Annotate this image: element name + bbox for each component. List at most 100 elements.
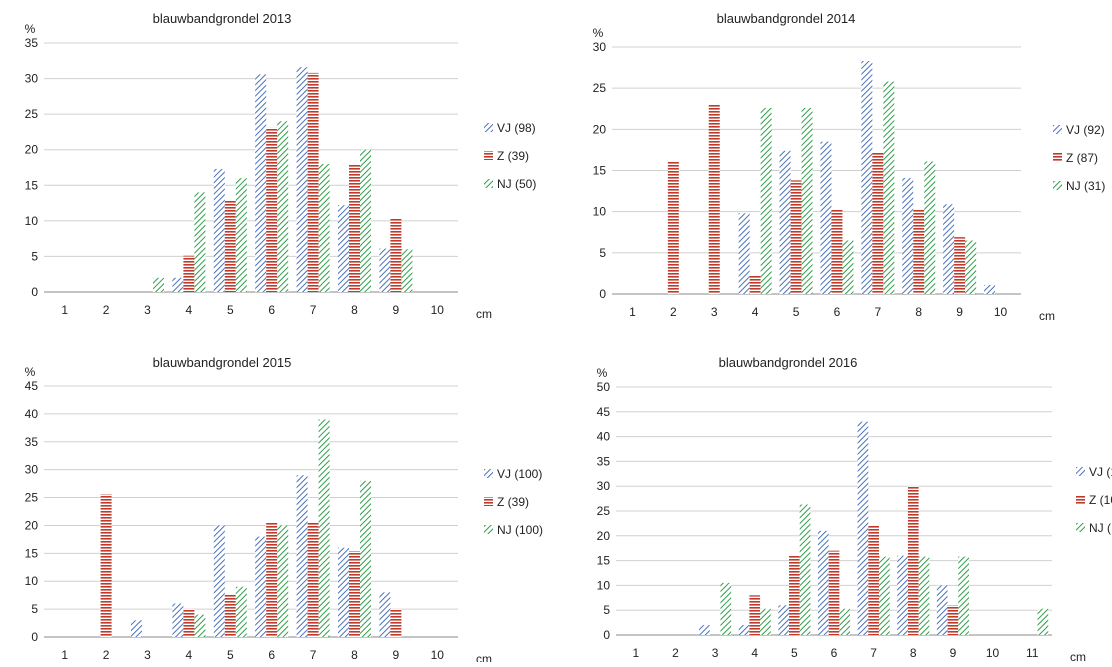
chart-title: blauwbandgrondel 2015 — [153, 355, 292, 370]
bar-nj — [194, 192, 206, 292]
x-axis-label: cm — [476, 652, 492, 662]
x-tick-label: 3 — [711, 305, 718, 319]
bar-vj — [379, 592, 391, 637]
bar-z — [183, 608, 195, 637]
bar-vj — [172, 277, 184, 292]
legend-entry-vj: VJ (92) — [1066, 123, 1105, 137]
y-tick-label: 5 — [599, 246, 606, 260]
legend-swatch-z — [1076, 495, 1085, 504]
x-tick-label: 9 — [956, 305, 963, 319]
bar-vj — [255, 536, 267, 637]
bar-vj — [255, 74, 267, 292]
bar-z — [708, 104, 720, 294]
x-tick-label: 8 — [915, 305, 922, 319]
bar-vj — [820, 141, 832, 294]
x-tick-label: 10 — [994, 305, 1008, 319]
bar-nj — [839, 608, 851, 635]
bar-nj — [153, 277, 164, 292]
x-tick-label: 7 — [870, 646, 877, 660]
bar-vj — [779, 150, 791, 294]
legend-entry-z: Z (39) — [497, 495, 529, 509]
y-tick-label: 40 — [597, 430, 611, 444]
x-tick-label: 7 — [310, 648, 317, 662]
y-tick-label: 15 — [597, 554, 611, 568]
x-tick-label: 6 — [268, 648, 275, 662]
legend-swatch-vj — [1076, 467, 1085, 476]
x-tick-label: 4 — [751, 646, 758, 660]
bar-vj — [379, 248, 391, 292]
chart-panel-2015: blauwbandgrondel 2015% 0 5 10 15 20 25 30 35 40 45… — [0, 331, 556, 666]
bar-z — [349, 551, 360, 637]
bar-nj — [360, 480, 371, 637]
y-tick-label: 20 — [597, 529, 611, 543]
legend-entry-vj: VJ (98) — [497, 121, 536, 135]
bar-z — [390, 608, 402, 637]
legend-swatch-nj — [484, 179, 493, 188]
y-tick-label: 25 — [25, 491, 39, 505]
legend-swatch-nj — [484, 525, 493, 534]
x-tick-label: 7 — [310, 303, 317, 317]
y-axis-label: % — [597, 366, 608, 380]
bar-nj — [318, 419, 330, 637]
bar-nj — [401, 249, 413, 292]
chart-panel-2013: blauwbandgrondel 2013% 0 5 10 15 20 25 30 35 1 2 3 4… — [0, 0, 556, 331]
y-tick-label: 0 — [31, 285, 38, 299]
legend-entry-nj: NJ (100) — [497, 523, 543, 537]
legend-entry-nj: NJ (19) — [1089, 521, 1112, 535]
legend-entry-nj: NJ (50) — [497, 177, 536, 191]
bar-vj — [902, 177, 914, 294]
x-tick-label: 2 — [103, 648, 110, 662]
y-tick-label: 10 — [25, 574, 39, 588]
legend-swatch-z — [1053, 153, 1062, 162]
legend-entry-vj: VJ (100) — [1089, 465, 1112, 479]
x-tick-label: 4 — [186, 303, 193, 317]
legend-swatch-nj — [1053, 181, 1062, 190]
bar-vj — [817, 530, 829, 635]
legend-swatch-vj — [484, 123, 493, 132]
bar-z — [390, 218, 402, 292]
y-tick-label: 20 — [25, 518, 39, 532]
bar-z — [266, 522, 278, 637]
bar-z — [790, 180, 802, 294]
bar-nj — [277, 525, 289, 637]
bar-z — [183, 255, 195, 292]
y-tick-label: 25 — [597, 504, 611, 518]
bar-nj — [277, 121, 289, 292]
bar-vj — [172, 603, 184, 637]
bar-vj — [338, 547, 349, 637]
bar-vj — [338, 205, 349, 292]
legend-entry-vj: VJ (100) — [497, 467, 542, 481]
x-tick-label: 11 — [1026, 646, 1039, 660]
chart-svg: blauwbandgrondel 2013% 0 5 10 15 20 25 30 35 1 2 3 4… — [25, 11, 537, 321]
bar-nj — [924, 161, 936, 294]
bar-z — [749, 275, 761, 294]
bar-nj — [235, 586, 247, 637]
x-tick-label: 5 — [227, 648, 234, 662]
chart-title: blauwbandgrondel 2014 — [717, 11, 856, 26]
y-tick-label: 5 — [31, 602, 38, 616]
x-tick-label: 6 — [831, 646, 838, 660]
bar-z — [667, 161, 679, 294]
chart-svg: blauwbandgrondel 2015%051015202530354045… — [25, 355, 543, 666]
x-axis-label: cm — [476, 307, 492, 321]
y-tick-label: 15 — [593, 164, 607, 178]
bar-nj — [235, 178, 247, 292]
bar-vj — [213, 525, 225, 637]
y-tick-label: 15 — [25, 178, 39, 192]
y-tick-label: 5 — [603, 603, 610, 617]
legend-entry-z: Z (100) — [1089, 493, 1112, 507]
y-tick-label: 30 — [593, 40, 607, 54]
bar-z — [224, 200, 236, 292]
bar-vj — [984, 284, 996, 294]
bar-vj — [738, 625, 750, 635]
chart-panel-2014: blauwbandgrondel 2014% 0 5 10 15 20 25 30 1 2 3 4 5 6… — [556, 0, 1112, 331]
bar-vj — [296, 67, 308, 292]
bar-nj — [720, 582, 732, 635]
bar-nj — [878, 556, 890, 635]
bar-nj — [1037, 608, 1049, 635]
bar-nj — [883, 81, 895, 294]
x-tick-label: 2 — [103, 303, 110, 317]
bar-z — [307, 72, 319, 292]
bar-vj — [131, 620, 142, 637]
bar-z — [907, 486, 919, 635]
